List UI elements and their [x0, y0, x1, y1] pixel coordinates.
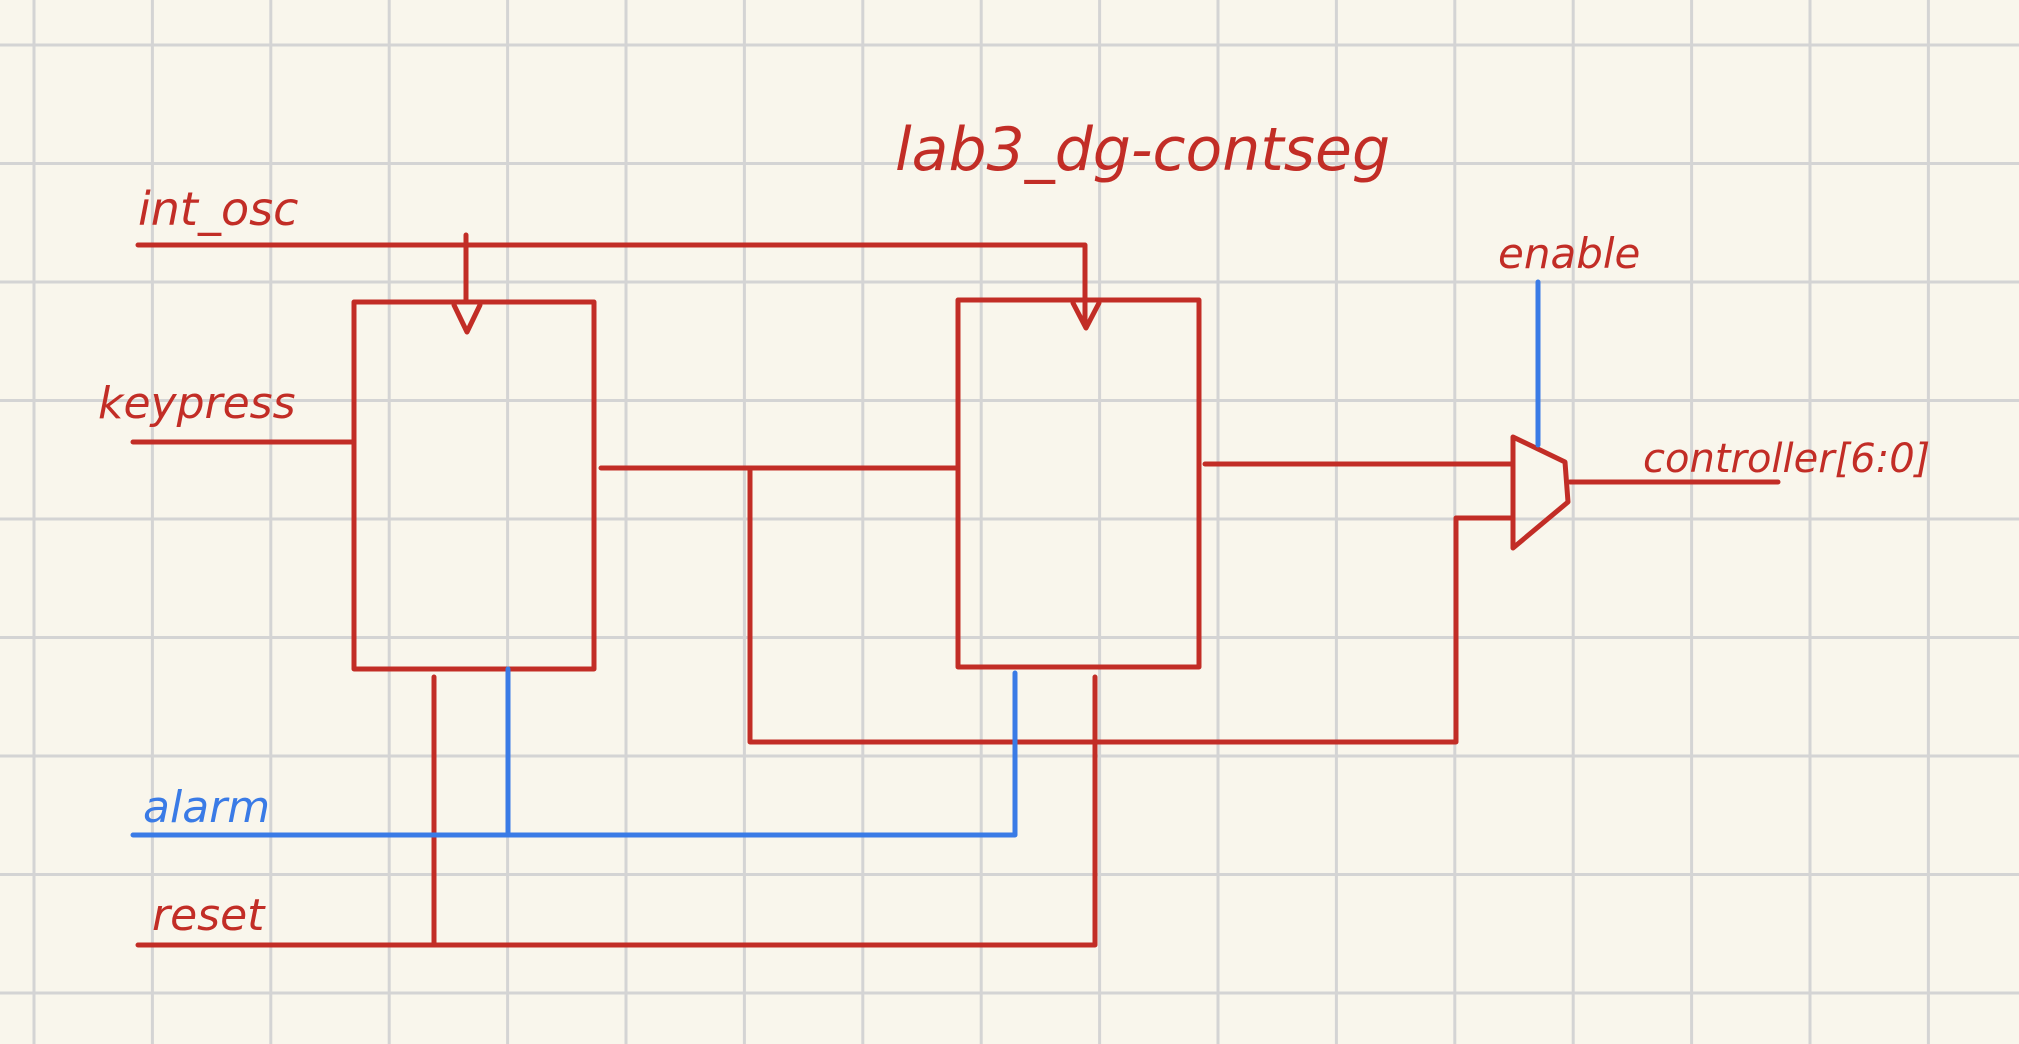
alarm-wire	[130, 670, 1018, 838]
register-2	[955, 297, 1202, 670]
register-2-clock-triangle	[1070, 300, 1102, 331]
feedback-wire	[747, 465, 1516, 745]
keypress-label: keypress	[98, 378, 296, 429]
register-1	[351, 299, 597, 672]
reset-wire	[135, 674, 1098, 948]
int-osc-label: int_osc	[138, 182, 298, 236]
int-osc-wire	[135, 242, 1088, 328]
enable-label: enable	[1498, 229, 1640, 278]
reset-label: reset	[152, 890, 266, 941]
alarm-label: alarm	[143, 782, 270, 833]
register-1-clock-triangle	[451, 302, 483, 335]
output-mux	[1510, 434, 1571, 551]
diagram-title: lab3_dg-contseg	[895, 115, 1390, 185]
controller-output-label: controller[6:0]	[1643, 436, 1930, 482]
